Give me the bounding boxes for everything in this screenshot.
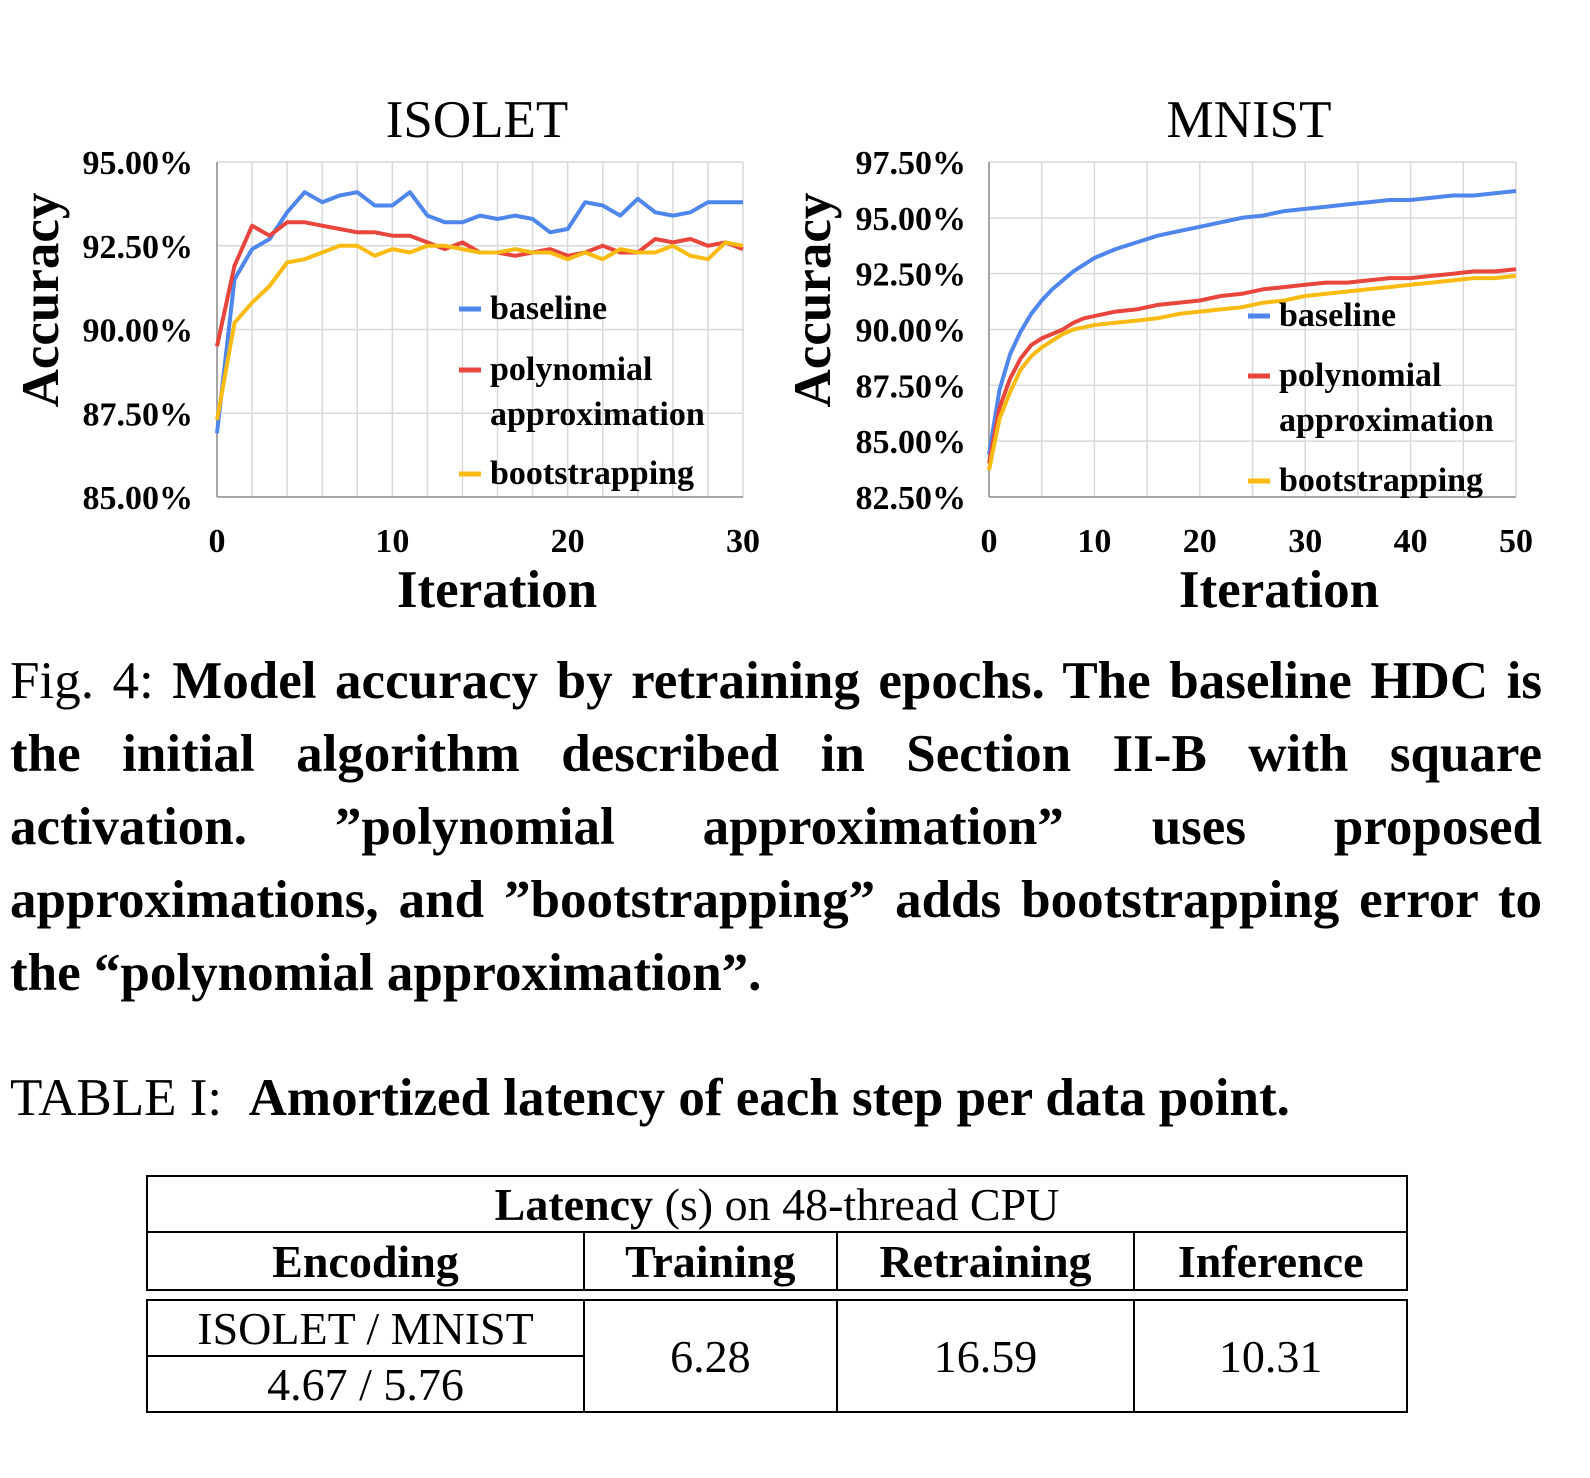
chart-title: MNIST <box>1167 91 1332 149</box>
legend: baseline polynomial approximation bootstrap… <box>459 290 705 492</box>
x-tick-label: 0 <box>981 523 998 560</box>
column-header-encoding: Encoding <box>146 1231 585 1291</box>
table-caption: TABLE I: Amortized latency of each step … <box>10 1062 1542 1135</box>
y-tick-label: 92.50% <box>856 257 967 294</box>
legend-label: baseline <box>1279 297 1396 334</box>
y-tick-label: 95.00% <box>856 201 967 238</box>
latency-table: Latency (s) on 48-thread CPU Encoding Tr… <box>146 1175 1408 1413</box>
mnist-chart: 82.50% 85.00% 87.50% 90.00% 92.50% 95.00% 97.5… <box>784 91 1533 619</box>
gridlines <box>989 161 1517 498</box>
series-line-baseline <box>987 189 1517 455</box>
gridlines <box>217 161 744 498</box>
cell-inference: 10.31 <box>1133 1299 1408 1413</box>
x-tick-label: 10 <box>375 523 409 560</box>
series-line-bootstrapping <box>987 273 1517 471</box>
isolet-chart: 85.00% 87.50% 90.00% 92.50% 95.00% 0 10 20 30 ISO… <box>12 91 760 619</box>
column-header-inference: Inference <box>1133 1231 1408 1291</box>
y-tick-label: 85.00% <box>856 424 967 461</box>
figure-caption: Fig. 4: Model accuracy by retraining epo… <box>10 645 1542 1010</box>
chart-title: ISOLET <box>386 91 569 149</box>
table-caption-label: TABLE I: <box>10 1069 249 1127</box>
figure-caption-label: Fig. 4: <box>10 652 173 710</box>
series-line-polynomial-approximation <box>215 220 744 347</box>
y-tick-label: 95.00% <box>83 145 194 182</box>
cell-training: 6.28 <box>583 1299 838 1413</box>
column-header-training: Training <box>583 1231 838 1291</box>
legend-label: approximation <box>490 396 705 433</box>
legend-label: baseline <box>490 290 607 327</box>
x-axis-label: Iteration <box>1179 561 1379 619</box>
x-tick-label: 20 <box>551 523 585 560</box>
cell-encoding-datasets: ISOLET / MNIST <box>146 1299 585 1357</box>
y-tick-label: 92.50% <box>83 229 194 266</box>
x-tick-label: 30 <box>726 523 760 560</box>
legend-label: polynomial <box>490 351 652 388</box>
y-tick-label: 90.00% <box>83 313 194 350</box>
latency-header-bold: Latency <box>494 1178 654 1230</box>
x-tick-label: 20 <box>1183 523 1217 560</box>
y-tick-label: 97.50% <box>856 145 967 182</box>
table-header-latency: Latency (s) on 48-thread CPU <box>146 1175 1408 1233</box>
legend-label: bootstrapping <box>1279 462 1483 499</box>
legend-label: bootstrapping <box>490 455 694 492</box>
y-tick-label: 82.50% <box>856 480 967 517</box>
figure-caption-text: Model accuracy by retraining epochs. The… <box>10 652 1542 1002</box>
series-line-polynomial-approximation <box>987 267 1517 464</box>
x-axis-label: Iteration <box>397 561 597 619</box>
y-axis-label: Accuracy <box>784 193 842 408</box>
y-tick-label: 87.50% <box>83 396 194 433</box>
cell-retraining: 16.59 <box>835 1299 1136 1413</box>
y-axis-label: Accuracy <box>12 193 70 408</box>
y-tick-label: 85.00% <box>83 480 194 517</box>
table-caption-text: Amortized latency of each step per data … <box>248 1069 1290 1127</box>
cell-encoding-values: 4.67 / 5.76 <box>146 1355 585 1413</box>
x-tick-label: 10 <box>1077 523 1111 560</box>
series-line-bootstrapping <box>215 240 744 421</box>
latency-header-rest: (s) on 48-thread CPU <box>653 1178 1060 1230</box>
x-tick-label: 0 <box>209 523 226 560</box>
series-line-baseline <box>215 190 743 434</box>
legend: baseline polynomial approximation bootstrap… <box>1248 297 1494 499</box>
x-tick-label: 30 <box>1288 523 1322 560</box>
column-header-retraining: Retraining <box>835 1231 1136 1291</box>
y-tick-label: 87.50% <box>856 368 967 405</box>
legend-label: polynomial <box>1279 357 1441 394</box>
x-tick-label: 50 <box>1499 523 1533 560</box>
y-tick-label: 90.00% <box>856 313 967 350</box>
table-gap <box>147 1289 1407 1301</box>
x-tick-label: 40 <box>1394 523 1428 560</box>
legend-label: approximation <box>1279 402 1494 439</box>
figure-charts: 85.00% 87.50% 90.00% 92.50% 95.00% 0 10 20 30 ISO… <box>12 91 1533 619</box>
